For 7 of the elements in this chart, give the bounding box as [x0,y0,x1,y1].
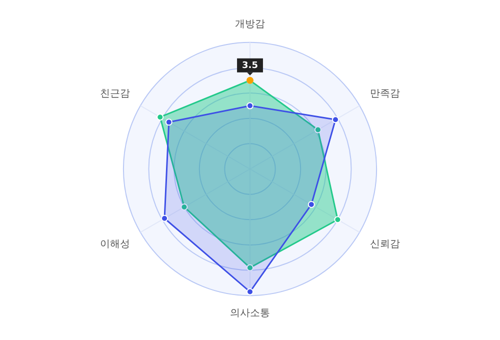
spoke-label: 개방감 [235,19,265,30]
spoke-label: 이해성 [100,238,130,250]
spoke-label: 만족감 [370,88,400,100]
spoke-label: 친근감 [100,88,130,100]
spoke-label: 신뢰감 [370,238,400,250]
text: 3.5 [242,61,258,72]
spoke-label: 의사소통 [230,308,270,320]
